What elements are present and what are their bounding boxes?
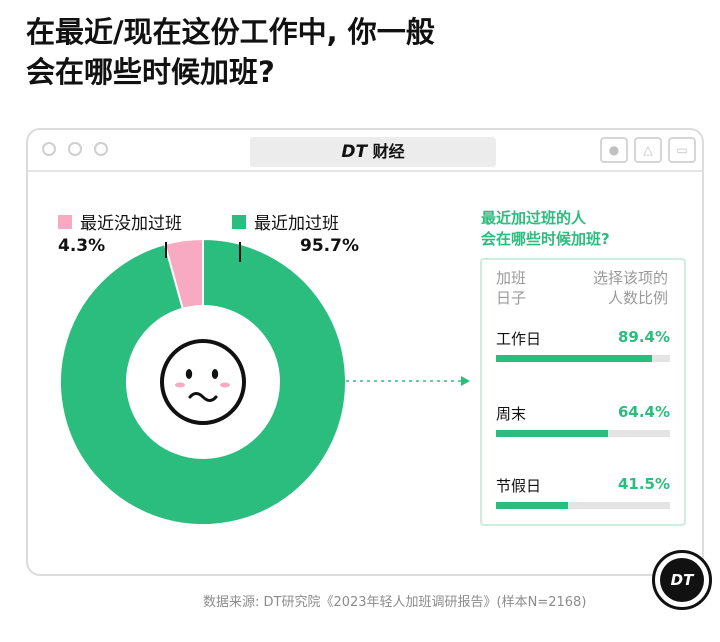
connector-arrowhead: [461, 376, 470, 386]
column-header-left-line-1: 加班: [496, 269, 527, 287]
bar-label: 节假日: [496, 477, 542, 495]
bar-track: [496, 355, 670, 362]
worried-face-icon: [160, 339, 246, 425]
screen-icon: ▭: [668, 137, 696, 163]
pct-label-overtime: 95.7%: [300, 236, 359, 256]
window-title-bar: DT 财经 ● △ ▭: [28, 130, 702, 172]
column-header-left: 加班 日子: [496, 268, 526, 308]
legend-item-not-overtime: 最近没加过班: [58, 209, 182, 234]
bar-fill: [496, 502, 569, 509]
bar-value-label: 41.5%: [617, 475, 670, 493]
bar-label: 周末: [496, 405, 527, 423]
legend-label-overtime: 最近加过班: [254, 214, 339, 234]
bar-chart-title: 最近加过班的人 会在哪些时候加班?: [481, 208, 610, 250]
minimize-dot-icon: [68, 142, 82, 156]
bar-fill: [496, 430, 609, 437]
pct-label-not-overtime: 4.3%: [58, 236, 106, 256]
dt-logo-text: DT: [660, 558, 704, 602]
headline: 在最近/现在这份工作中, 你一般 会在哪些时候加班?: [26, 12, 586, 92]
bar-track: [496, 502, 670, 509]
bar-label: 工作日: [496, 330, 542, 348]
window-title: DT 财经: [250, 137, 496, 167]
legend-swatch-pink: [58, 214, 72, 229]
pin-icon: ●: [600, 137, 628, 163]
window-title-suffix: 财经: [367, 142, 405, 161]
bar-value-label: 89.4%: [617, 328, 670, 346]
legend-item-overtime: 最近加过班: [232, 209, 339, 234]
donut-slices: [59, 237, 347, 526]
column-header-right-line-2: 人数比例: [607, 289, 668, 307]
bar-chart-panel: 加班 日子 选择该项的 人数比例 工作日 89.4% 周末 64.4% 节假日 …: [480, 258, 686, 526]
warning-icon: △: [634, 137, 662, 163]
column-header-right: 选择该项的 人数比例: [593, 268, 668, 308]
column-header-right-line-1: 选择该项的: [592, 269, 668, 287]
bar-fill: [496, 355, 652, 362]
bar-chart-title-line-2: 会在哪些时候加班?: [481, 230, 610, 248]
legend-label-not-overtime: 最近没加过班: [80, 214, 182, 234]
dt-logo: DT: [652, 550, 712, 610]
bar-chart-title-line-1: 最近加过班的人: [481, 209, 587, 227]
legend-swatch-green: [232, 214, 246, 229]
headline-line-2: 会在哪些时候加班?: [26, 55, 275, 89]
close-dot-icon: [42, 142, 56, 156]
maximize-dot-icon: [94, 142, 108, 156]
source-note: 数据来源: DT研究院《2023年轻人加班调研报告》(样本N=2168): [203, 595, 587, 610]
bar-track: [496, 430, 670, 437]
window-brand: DT: [341, 142, 368, 162]
headline-line-1: 在最近/现在这份工作中, 你一般: [26, 15, 435, 49]
bar-value-label: 64.4%: [617, 403, 670, 421]
donut-slice-overtime: [59, 237, 347, 526]
column-header-left-line-2: 日子: [496, 289, 527, 307]
